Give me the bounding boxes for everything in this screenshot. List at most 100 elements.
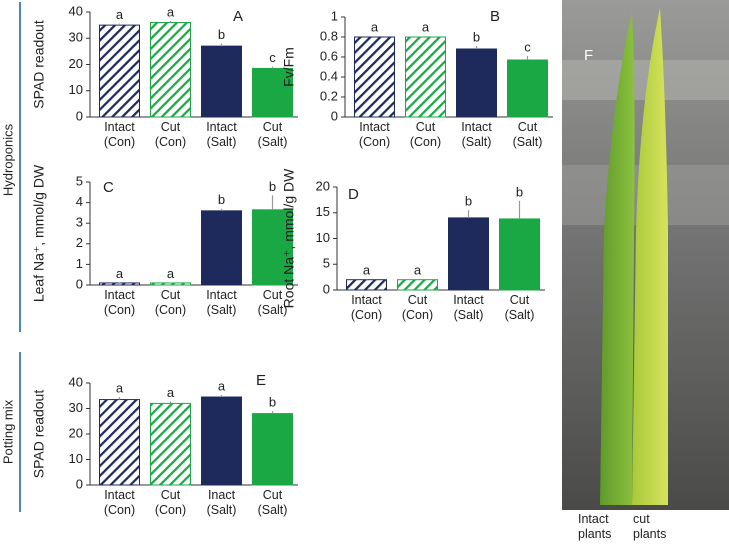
- significance-letter: a: [116, 7, 124, 22]
- x-tick-label: Cut (Con): [154, 488, 187, 517]
- x-tick-label: Intact (Salt): [206, 120, 237, 149]
- x-tick-label: Cut (Con): [154, 120, 187, 149]
- x-tick-label-box: Cut (Salt): [257, 120, 288, 149]
- x-tick-label-box: Intact (Con): [358, 120, 391, 149]
- x-tick-label-box: Intact (Con): [103, 288, 136, 317]
- bar: [150, 402, 191, 486]
- bar: [99, 282, 140, 286]
- x-tick-label: Intact (Salt): [206, 288, 237, 317]
- photo-caption: cut plants: [633, 512, 667, 541]
- y-tick-label: 10: [316, 230, 330, 245]
- x-tick-label-box: Cut (Con): [154, 488, 187, 517]
- x-tick-label-box: Intact (Salt): [461, 120, 492, 149]
- y-axis-label: Root Na⁺, mmol/g DW: [281, 168, 297, 308]
- x-tick-label-box: Intact (Salt): [453, 293, 484, 322]
- y-tick-label: 10: [69, 82, 83, 97]
- y-tick-label: 4: [76, 194, 83, 209]
- significance-letter: a: [422, 19, 430, 34]
- y-tick-label: 40: [69, 374, 83, 389]
- significance-letter: b: [269, 179, 276, 194]
- x-tick-label: Intact (Salt): [453, 293, 484, 322]
- x-tick-label: Cut (Salt): [257, 488, 288, 517]
- y-tick-label: 5: [76, 173, 83, 188]
- y-tick-label: 20: [69, 425, 83, 440]
- x-tick-label: Intact (Con): [350, 293, 383, 322]
- significance-letter: a: [116, 266, 124, 281]
- x-tick-label-box: Intact (Salt): [206, 120, 237, 149]
- y-axis-label: SPAD readout: [31, 390, 47, 479]
- x-tick-label: Cut (Salt): [504, 293, 535, 322]
- x-tick-label: Intact (Con): [103, 488, 136, 517]
- row-label: Hydroponics: [0, 123, 15, 196]
- y-tick-label: 3: [76, 215, 83, 230]
- x-tick-label: Cut (Con): [154, 288, 187, 317]
- row-label: Potting mix: [0, 399, 15, 464]
- panel-label: B: [490, 8, 500, 25]
- panel-label: A: [233, 8, 243, 25]
- y-axis-label: SPAD readout: [31, 20, 47, 109]
- significance-letter: c: [524, 39, 531, 54]
- bar: [456, 48, 497, 118]
- x-tick-label: Cut (Salt): [512, 120, 543, 149]
- y-tick-label: 0.4: [320, 68, 338, 83]
- y-tick-label: 0.8: [320, 28, 338, 43]
- bar: [397, 279, 438, 291]
- x-tick-label: Intact (Con): [103, 120, 136, 149]
- y-tick-label: 1: [331, 8, 338, 23]
- bar: [346, 279, 387, 291]
- x-tick-label-box: Intact (Con): [350, 293, 383, 322]
- bar: [405, 36, 446, 118]
- y-tick-label: 0: [76, 276, 83, 291]
- bar: [201, 45, 242, 118]
- x-tick-label: Intact (Con): [358, 120, 391, 149]
- x-tick-label: Intact (Con): [103, 288, 136, 317]
- significance-letter: a: [414, 263, 422, 278]
- x-tick-label: Cut (Salt): [257, 120, 288, 149]
- panel-label: D: [348, 186, 359, 203]
- x-tick-label: Cut (Salt): [257, 288, 288, 317]
- x-tick-label-box: Cut (Con): [401, 293, 434, 322]
- y-tick-label: 30: [69, 30, 83, 45]
- significance-letter: c: [269, 50, 276, 65]
- x-tick-label-box: Cut (Con): [409, 120, 442, 149]
- significance-letter: b: [218, 192, 225, 207]
- significance-letter: a: [167, 385, 175, 400]
- bar: [201, 396, 242, 486]
- y-tick-label: 2: [76, 235, 83, 250]
- panel-label: E: [256, 372, 266, 389]
- x-tick-label-box: Cut (Salt): [257, 288, 288, 317]
- x-tick-label-box: Cut (Salt): [257, 488, 288, 517]
- significance-letter: a: [363, 263, 371, 278]
- photo: [562, 0, 729, 510]
- y-tick-label: 0: [323, 281, 330, 296]
- significance-letter: a: [371, 19, 379, 34]
- y-axis-label: Fv/Fm: [281, 47, 297, 87]
- x-tick-label-box: Intact (Salt): [206, 288, 237, 317]
- bar: [354, 36, 395, 118]
- x-tick-label: Cut (Con): [409, 120, 442, 149]
- x-tick-label: Inact (Salt): [206, 488, 237, 517]
- y-tick-label: 1: [76, 256, 83, 271]
- y-tick-label: 0.2: [320, 88, 338, 103]
- photo-caption-box: Intact plants: [578, 512, 611, 541]
- photo-caption-box: cut plants: [633, 512, 667, 541]
- y-tick-label: 0: [76, 108, 83, 123]
- bar: [201, 210, 242, 286]
- significance-letter: b: [473, 29, 480, 44]
- y-tick-label: 15: [316, 204, 330, 219]
- bar: [499, 218, 540, 291]
- bar: [507, 59, 548, 118]
- significance-letter: a: [116, 380, 124, 395]
- x-tick-label-box: Cut (Salt): [512, 120, 543, 149]
- x-tick-label-box: Inact (Salt): [206, 488, 237, 517]
- bar: [150, 22, 191, 118]
- bar: [448, 217, 489, 291]
- x-tick-label: Cut (Con): [401, 293, 434, 322]
- panel-label: C: [103, 179, 114, 196]
- significance-letter: a: [218, 378, 226, 393]
- y-tick-label: 30: [69, 400, 83, 415]
- panel-label: F: [584, 47, 593, 64]
- y-tick-label: 10: [69, 451, 83, 466]
- significance-letter: a: [167, 4, 175, 19]
